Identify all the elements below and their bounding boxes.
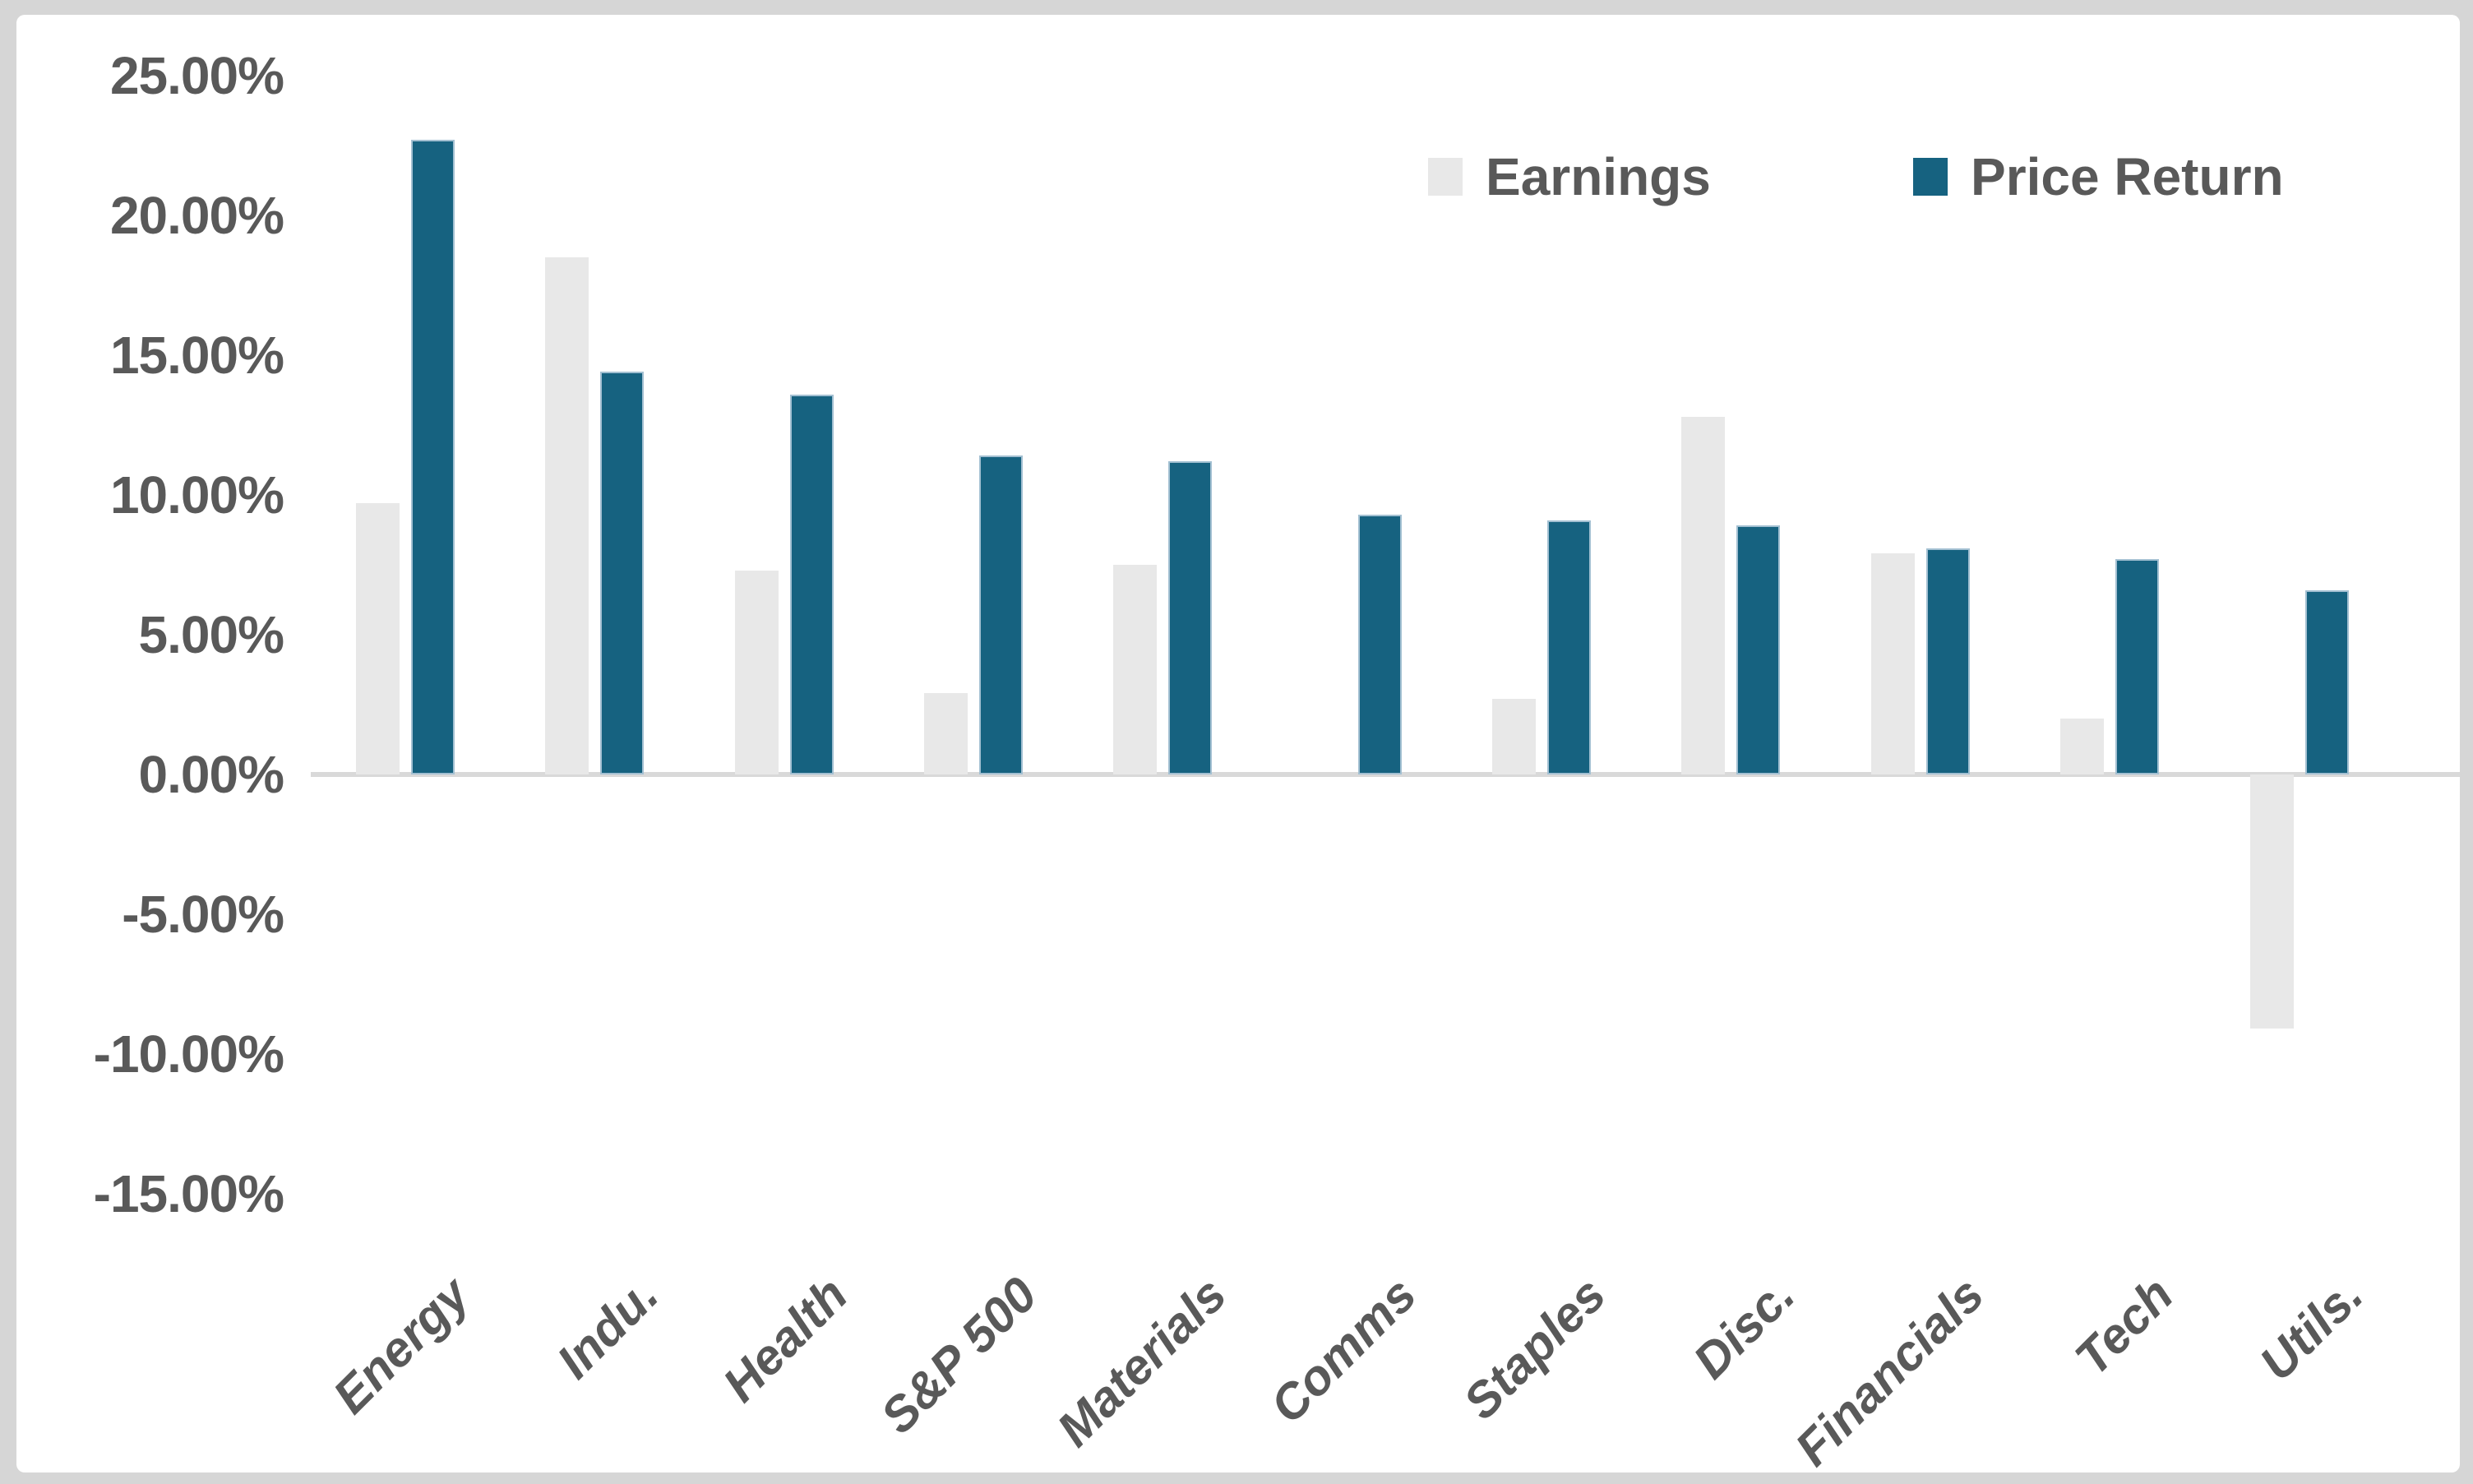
legend-item-earnings: Earnings bbox=[1428, 146, 1711, 207]
y-tick-label: 20.00% bbox=[109, 186, 284, 245]
bar-price-return bbox=[2304, 589, 2349, 774]
legend-item-price-return: Price Return bbox=[1913, 146, 2284, 207]
legend-label: Earnings bbox=[1486, 147, 1711, 206]
bar-price-return bbox=[1168, 461, 1213, 774]
bar-earnings bbox=[2249, 774, 2294, 1029]
bar-price-return bbox=[1736, 525, 1781, 774]
bar-earnings bbox=[2060, 719, 2105, 774]
bar-earnings bbox=[924, 693, 968, 774]
bar-earnings bbox=[545, 257, 589, 774]
bar-price-return bbox=[2115, 559, 2160, 774]
x-axis-baseline bbox=[311, 772, 2460, 777]
price-return-swatch-icon bbox=[1913, 158, 1948, 196]
bar-earnings bbox=[1492, 699, 1537, 774]
legend-label: Price Return bbox=[1971, 147, 2284, 206]
bar-price-return bbox=[411, 140, 455, 774]
y-tick-label: -15.00% bbox=[93, 1164, 284, 1223]
y-tick-label: 0.00% bbox=[138, 745, 284, 804]
bar-price-return bbox=[789, 394, 834, 774]
bar-earnings bbox=[1681, 416, 1726, 774]
y-tick-label: 15.00% bbox=[109, 326, 284, 385]
y-tick-label: 10.00% bbox=[109, 465, 284, 525]
y-tick-label: -10.00% bbox=[93, 1024, 284, 1084]
bar-price-return bbox=[979, 455, 1024, 774]
y-tick-label: 25.00% bbox=[109, 46, 284, 105]
bar-earnings bbox=[1113, 565, 1158, 774]
bar-earnings bbox=[1870, 553, 1915, 774]
bar-earnings bbox=[356, 503, 400, 774]
bar-price-return bbox=[600, 372, 645, 774]
bar-price-return bbox=[1925, 548, 1970, 774]
bar-price-return bbox=[1357, 514, 1402, 774]
bar-earnings bbox=[734, 570, 779, 774]
y-axis-tick-labels: 25.00% 20.00% 15.00% 10.00% 5.00% 0.00% -5.00%… bbox=[16, 15, 284, 1472]
y-tick-label: -5.00% bbox=[122, 885, 284, 944]
bar-price-return bbox=[1547, 520, 1592, 774]
earnings-swatch-icon bbox=[1428, 158, 1463, 196]
y-tick-label: 5.00% bbox=[138, 605, 284, 664]
chart-canvas: 25.00% 20.00% 15.00% 10.00% 5.00% 0.00% -5.00%… bbox=[16, 15, 2460, 1472]
